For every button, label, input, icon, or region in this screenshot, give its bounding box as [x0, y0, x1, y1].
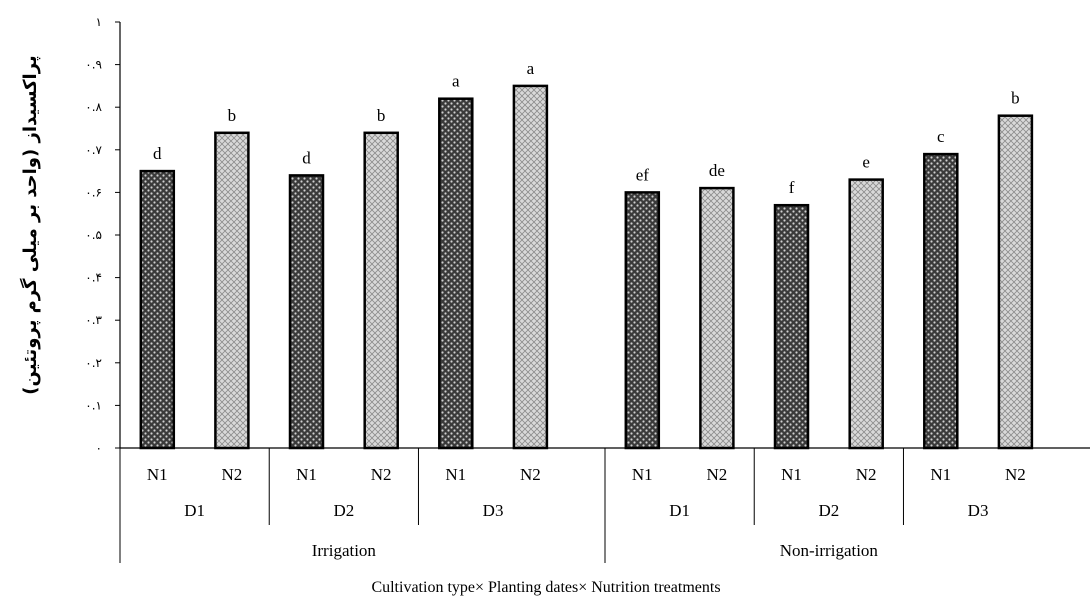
cultivation-label: Non-irrigation	[780, 541, 879, 560]
nutrition-label: N2	[371, 465, 392, 484]
bars	[139, 84, 1034, 450]
category-axis: D1 N1 N2 D2 N1 N2 D3 N1 N2 Irrigation D1 N1 N2 D2 N1 N2…	[119, 448, 1026, 563]
date-label: D2	[333, 501, 354, 520]
significance-letter: d	[302, 148, 311, 167]
y-tick-label: ۰.۳	[85, 313, 102, 327]
bar-non-irrigation-d3-n2	[997, 114, 1034, 450]
nutrition-label: N1	[781, 465, 802, 484]
y-tick-label: ۰.۲	[85, 356, 102, 370]
nutrition-label: N1	[296, 465, 317, 484]
y-tick-label: ۰.۴	[85, 271, 102, 285]
y-axis-title: پراکسیداز (واحد بر میلی گرم پروتئین)	[19, 55, 41, 394]
y-tick-label: ۰.۶	[85, 185, 102, 199]
significance-letter: f	[789, 178, 795, 197]
date-label: D2	[818, 501, 839, 520]
bar-non-irrigation-d2-n1	[773, 203, 810, 450]
nutrition-label: N2	[222, 465, 243, 484]
y-tick-label: ۰.۷	[85, 143, 102, 157]
bar-irrigation-d3-n2	[512, 84, 549, 450]
x-axis-title: Cultivation type× Planting dates× Nutrit…	[371, 579, 720, 596]
significance-letter: ef	[636, 165, 650, 184]
bar-irrigation-d1-n1	[139, 169, 176, 450]
bar-non-irrigation-d1-n2	[699, 186, 735, 450]
y-tick-label: ۰.۱	[85, 398, 102, 412]
y-tick-label: ۰	[96, 441, 102, 455]
bar-non-irrigation-d2-n2	[848, 178, 884, 450]
bar-irrigation-d3-n1	[438, 97, 474, 450]
nutrition-label: N1	[147, 465, 168, 484]
date-label: D1	[669, 501, 690, 520]
significance-letter: b	[377, 106, 386, 125]
cultivation-label: Irrigation	[312, 541, 377, 560]
nutrition-label: N2	[707, 465, 728, 484]
bar-non-irrigation-d3-n1	[923, 152, 959, 450]
significance-letter: c	[937, 127, 945, 146]
nutrition-label: N2	[856, 465, 877, 484]
date-label: D3	[968, 501, 989, 520]
nutrition-label: N2	[520, 465, 541, 484]
significance-letter: b	[228, 106, 237, 125]
significance-letter: d	[153, 144, 162, 163]
y-tick-label: ۰.۹	[85, 58, 102, 72]
nutrition-label: N1	[445, 465, 466, 484]
bar-irrigation-d2-n1	[288, 174, 325, 450]
significance-letter: a	[452, 72, 460, 91]
bar-irrigation-d2-n2	[363, 131, 399, 450]
significance-letter: de	[709, 161, 725, 180]
y-tick-label: ۱	[96, 15, 102, 29]
nutrition-label: N2	[1005, 465, 1026, 484]
y-tick-label: ۰.۵	[85, 228, 102, 242]
bar-irrigation-d1-n2	[214, 131, 250, 450]
y-ticks: ۰ ۰.۱ ۰.۲ ۰.۳ ۰.۴ ۰.۵ ۰.۶ ۰.۷ ۰.۸ ۰.۹ ۱	[85, 15, 120, 455]
significance-letter: b	[1011, 89, 1020, 108]
significance-letter: e	[862, 153, 870, 172]
significance-letter: a	[527, 59, 535, 78]
nutrition-label: N1	[930, 465, 951, 484]
y-tick-label: ۰.۸	[85, 100, 102, 114]
date-label: D3	[483, 501, 504, 520]
significance-letters: d b d b a a ef de f e c b	[153, 59, 1020, 197]
bar-non-irrigation-d1-n1	[624, 191, 661, 450]
date-label: D1	[184, 501, 205, 520]
nutrition-label: N1	[632, 465, 653, 484]
